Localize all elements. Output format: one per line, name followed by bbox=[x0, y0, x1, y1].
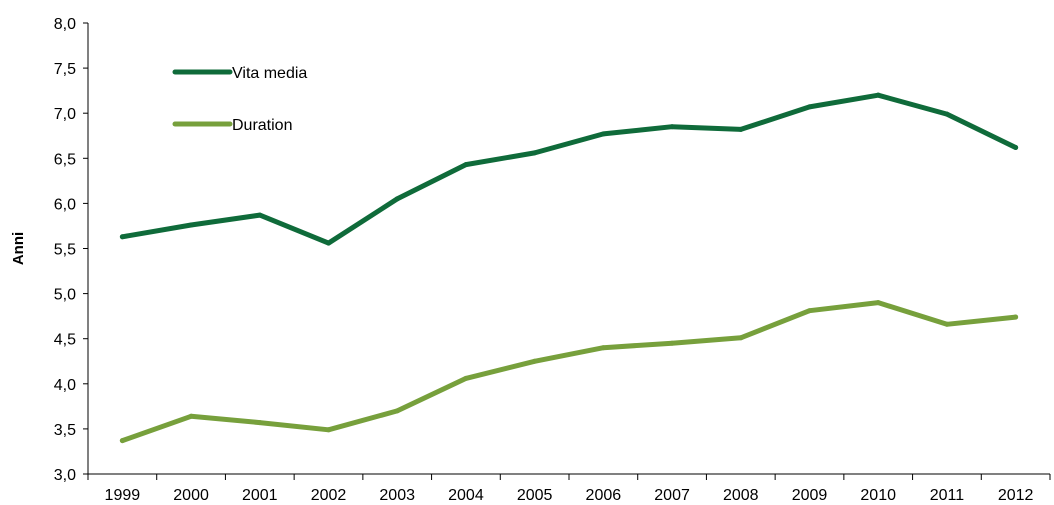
y-tick-label: 3,0 bbox=[54, 467, 76, 484]
x-tick-label: 2006 bbox=[586, 487, 622, 504]
data-point bbox=[1013, 144, 1019, 150]
data-point bbox=[532, 358, 538, 364]
y-tick-label: 5,5 bbox=[54, 242, 76, 259]
x-tick-label: 2007 bbox=[654, 487, 690, 504]
y-tick-label: 6,0 bbox=[54, 196, 76, 213]
y-tick-label: 4,5 bbox=[54, 332, 76, 349]
legend-label: Vita media bbox=[232, 65, 307, 82]
y-tick-label: 3,5 bbox=[54, 422, 76, 439]
x-tick-label: 2003 bbox=[379, 487, 415, 504]
x-tick-label: 2004 bbox=[448, 487, 484, 504]
data-point bbox=[738, 126, 744, 132]
data-point bbox=[394, 196, 400, 202]
data-point bbox=[875, 92, 881, 98]
x-tick-label: 2012 bbox=[998, 487, 1034, 504]
data-point bbox=[119, 438, 125, 444]
data-point bbox=[807, 104, 812, 110]
y-tick-label: 6,5 bbox=[54, 151, 76, 168]
series-line-1 bbox=[119, 92, 1019, 246]
x-tick-label: 2000 bbox=[173, 487, 209, 504]
y-tick-label: 7,5 bbox=[54, 61, 76, 78]
y-tick-label: 4,0 bbox=[54, 377, 76, 394]
data-point bbox=[257, 420, 263, 426]
x-tick-label: 2009 bbox=[792, 487, 828, 504]
y-tick-label: 8,0 bbox=[54, 16, 76, 33]
legend-label: Duration bbox=[232, 117, 292, 134]
y-axis-title: Anni bbox=[10, 232, 27, 265]
legend: Vita media Duration bbox=[172, 65, 307, 134]
x-tick-label: 2001 bbox=[242, 487, 278, 504]
data-point bbox=[394, 408, 400, 414]
data-point bbox=[188, 222, 194, 228]
data-point bbox=[944, 111, 950, 117]
x-tick-label: 2008 bbox=[723, 487, 759, 504]
data-point bbox=[944, 321, 950, 327]
x-tick-label: 1999 bbox=[105, 487, 141, 504]
data-point bbox=[119, 234, 125, 240]
x-tick-label: 2011 bbox=[930, 487, 965, 504]
data-point bbox=[188, 413, 194, 419]
x-tick-label: 2005 bbox=[517, 487, 553, 504]
data-point bbox=[532, 150, 538, 156]
data-point bbox=[669, 340, 675, 346]
data-point bbox=[326, 240, 331, 246]
series-lines bbox=[119, 92, 1019, 444]
data-point bbox=[669, 124, 675, 130]
data-point bbox=[463, 375, 469, 381]
y-tick-label: 7,0 bbox=[54, 106, 76, 123]
data-point bbox=[600, 131, 606, 137]
data-point bbox=[257, 212, 263, 218]
x-tick-label: 2002 bbox=[311, 487, 347, 504]
data-point bbox=[600, 345, 606, 351]
data-point bbox=[463, 162, 469, 168]
y-axis: 3,0 3,5 4,0 4,5 5,0 5,5 6,0 6,5 7,0 7,5 8,0 bbox=[54, 16, 89, 484]
data-point bbox=[1013, 314, 1019, 320]
x-axis: 1999 2000 2001 2002 2003 2004 2005 2006 2007 2008… bbox=[87, 473, 1051, 504]
x-tick-label: 2010 bbox=[860, 487, 896, 504]
series-line-2 bbox=[119, 300, 1019, 444]
y-tick-label: 5,0 bbox=[54, 287, 76, 304]
data-point bbox=[875, 300, 881, 306]
data-point bbox=[326, 427, 331, 433]
data-point bbox=[807, 308, 812, 314]
data-point bbox=[738, 335, 744, 341]
